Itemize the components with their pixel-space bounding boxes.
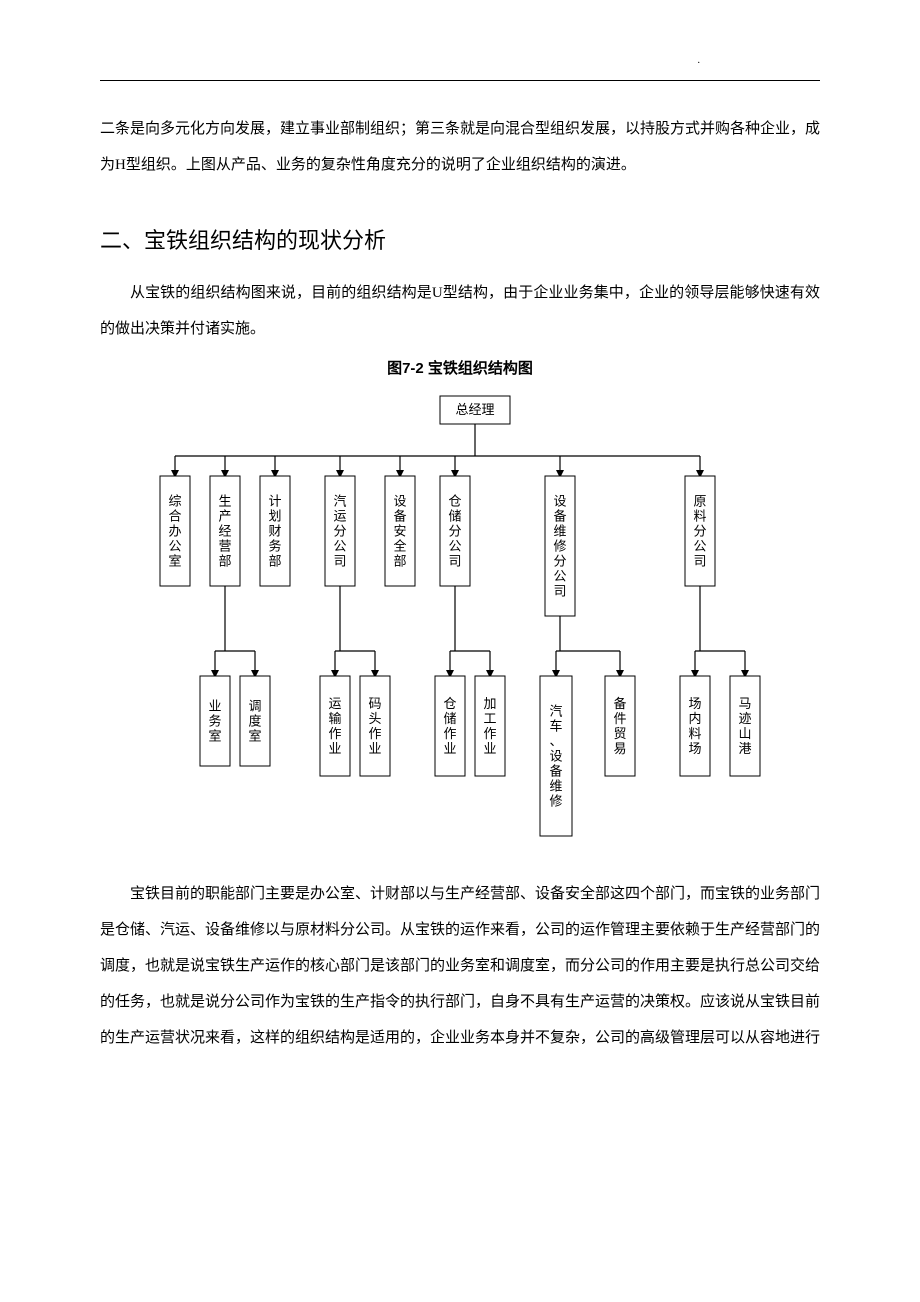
org-node-label: 调度室 [248, 699, 261, 744]
org-chart: 总经理综合办公室 生产经营部 计划财务部 汽运分公司 设备安全部 仓储分公司 设备维修分公司… [130, 386, 790, 856]
org-node-label: 设备维修分公司 [553, 494, 566, 599]
org-node-label: 加工作业 [483, 696, 496, 756]
org-node-label: 计划财务部 [268, 494, 281, 569]
org-node-label: 仓储作业 [443, 696, 456, 756]
org-node-label: 汽运分公司 [333, 494, 346, 569]
section-heading: 二、宝铁组织结构的现状分析 [100, 223, 820, 255]
org-node-label: 生产经营部 [218, 494, 231, 569]
paragraph-1: 二条是向多元化方向发展，建立事业部制组织；第三条就是向混合型组织发展，以持股方式… [100, 111, 820, 183]
document-page: . 二条是向多元化方向发展，建立事业部制组织；第三条就是向混合型组织发展，以持股… [0, 0, 920, 1106]
org-node-label: 原料分公司 [693, 494, 706, 569]
header-rule [100, 80, 820, 81]
figure-title: 图7-2 宝铁组织结构图 [100, 357, 820, 378]
org-node-label: 汽车、设备维修 [549, 704, 562, 809]
org-node-label: 备件贸易 [613, 696, 626, 756]
org-node-label: 仓储分公司 [448, 494, 461, 569]
org-node-label: 运输作业 [328, 696, 341, 756]
org-node-label: 马迹山港 [738, 696, 751, 756]
org-node-label: 场内料场 [688, 696, 701, 756]
header-dot: . [698, 55, 701, 66]
org-node-label: 设备安全部 [393, 494, 406, 569]
org-node-label: 综合办公室 [168, 494, 181, 569]
org-node-label: 码头作业 [368, 696, 381, 756]
org-node-label: 总经理 [455, 402, 494, 417]
paragraph-2: 从宝铁的组织结构图来说，目前的组织结构是U型结构，由于企业业务集中，企业的领导层… [100, 275, 820, 347]
org-node-label: 业务室 [208, 699, 221, 744]
paragraph-3: 宝铁目前的职能部门主要是办公室、计财部以与生产经营部、设备安全部这四个部门，而宝… [100, 876, 820, 1056]
